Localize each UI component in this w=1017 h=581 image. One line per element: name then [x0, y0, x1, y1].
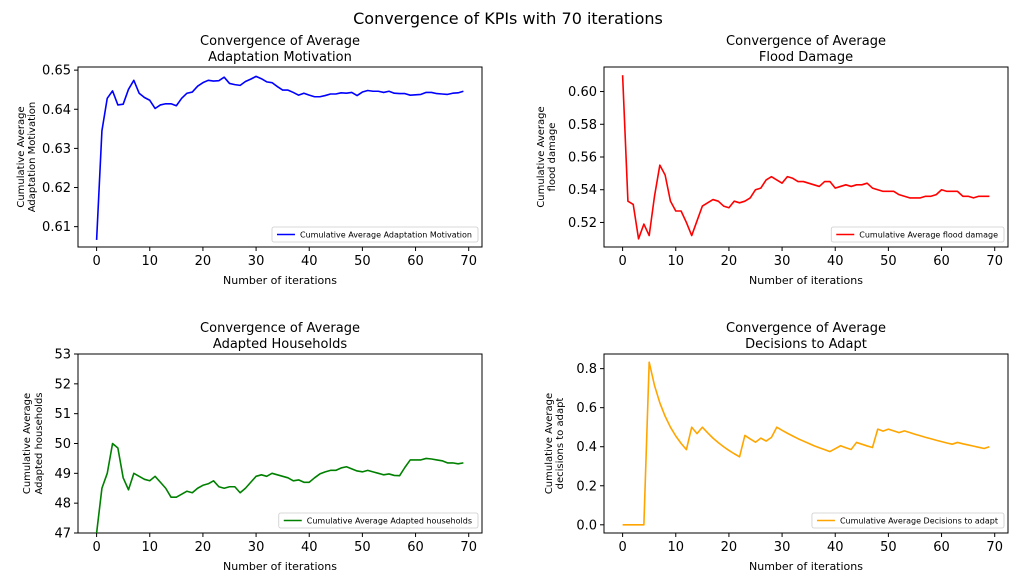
x-tick-label: 10 — [667, 540, 684, 555]
x-tick-label: 10 — [141, 540, 158, 555]
x-tick-label: 70 — [460, 540, 477, 555]
x-tick-label: 50 — [354, 254, 371, 269]
x-tick-label: 20 — [721, 254, 738, 269]
y-tick-label: 0.56 — [568, 151, 597, 166]
chart-title-line: Adaptation Motivation — [208, 50, 352, 65]
series-line-1 — [623, 75, 990, 239]
x-tick-label: 10 — [667, 254, 684, 269]
x-tick-label: 70 — [986, 254, 1003, 269]
x-tick-label: 30 — [774, 254, 791, 269]
y-tick-label: 0.61 — [42, 220, 71, 235]
x-tick-label: 0 — [618, 540, 626, 555]
x-tick-label: 60 — [407, 254, 424, 269]
chart-title-line: Adapted Households — [213, 337, 347, 352]
y-tick-label: 50 — [54, 437, 71, 452]
legend-entry: Cumulative Average Adaptation Motivation — [300, 231, 472, 240]
y-axis-label-line: Cumulative Average — [544, 393, 555, 494]
legend: Cumulative Average Adapted households — [279, 513, 478, 528]
series-line-1 — [623, 362, 990, 525]
x-tick-label: 50 — [880, 254, 897, 269]
y-tick-label: 0.62 — [42, 181, 71, 196]
x-axis-label: Number of iterations — [749, 560, 863, 573]
chart-title-line: Convergence of Average — [726, 34, 886, 49]
x-tick-label: 50 — [354, 540, 371, 555]
legend: Cumulative Average Adaptation Motivation — [272, 227, 478, 242]
y-axis-label-line: Cumulative Average — [536, 106, 547, 207]
y-axis-label-line: Adaptation Motivation — [27, 102, 38, 213]
x-tick-label: 40 — [301, 540, 318, 555]
y-tick-label: 0.8 — [576, 362, 597, 377]
y-tick-label: 0.58 — [568, 118, 597, 133]
chart-title-line: Decisions to Adapt — [745, 337, 867, 352]
y-tick-label: 53 — [54, 348, 71, 363]
legend: Cumulative Average Decisions to adapt — [812, 513, 1004, 528]
plot-frame — [78, 354, 482, 533]
x-tick-label: 60 — [407, 540, 424, 555]
x-tick-label: 20 — [195, 254, 212, 269]
y-tick-label: 47 — [54, 527, 71, 542]
y-axis-label-line: decisions to adapt — [555, 398, 566, 490]
x-axis-label: Number of iterations — [223, 560, 337, 573]
y-axis-label-line: flood damage — [547, 123, 558, 192]
x-tick-label: 20 — [195, 540, 212, 555]
x-tick-label: 70 — [986, 540, 1003, 555]
y-tick-label: 0.0 — [576, 518, 597, 533]
chart-title-line: Convergence of Average — [200, 321, 360, 336]
x-axis-label: Number of iterations — [749, 274, 863, 287]
x-tick-label: 0 — [92, 540, 100, 555]
x-tick-label: 30 — [248, 540, 265, 555]
y-tick-label: 0.60 — [568, 85, 597, 100]
y-axis-label-line: Cumulative Average — [16, 106, 27, 207]
y-tick-label: 49 — [54, 467, 71, 482]
x-tick-label: 40 — [827, 540, 844, 555]
chart-title-line: Convergence of Average — [726, 321, 886, 336]
y-tick-label: 0.6 — [576, 401, 597, 416]
x-tick-label: 50 — [880, 540, 897, 555]
chart-title-line: Convergence of Average — [200, 34, 360, 49]
chart-title-line: Flood Damage — [759, 50, 853, 65]
y-tick-label: 51 — [54, 407, 71, 422]
x-tick-label: 30 — [248, 254, 265, 269]
y-tick-label: 0.64 — [42, 103, 71, 118]
y-tick-label: 0.65 — [42, 64, 71, 79]
y-tick-label: 48 — [54, 497, 71, 512]
y-tick-label: 0.4 — [576, 440, 597, 455]
y-axis-label-line: Adapted households — [34, 392, 45, 494]
legend-entry: Cumulative Average Adapted households — [307, 517, 472, 526]
x-tick-label: 40 — [827, 254, 844, 269]
x-tick-label: 0 — [618, 254, 626, 269]
y-tick-label: 0.2 — [576, 479, 597, 494]
series-line-1 — [97, 76, 464, 240]
y-tick-label: 0.63 — [42, 142, 71, 157]
x-tick-label: 10 — [141, 254, 158, 269]
plot-frame — [604, 67, 1008, 247]
x-tick-label: 0 — [92, 254, 100, 269]
y-tick-label: 0.54 — [568, 183, 597, 198]
figure-suptitle: Convergence of KPIs with 70 iterations — [353, 9, 663, 28]
x-tick-label: 60 — [933, 254, 950, 269]
x-tick-label: 70 — [460, 254, 477, 269]
y-tick-label: 52 — [54, 377, 71, 392]
x-axis-label: Number of iterations — [223, 274, 337, 287]
x-tick-label: 30 — [774, 540, 791, 555]
y-tick-label: 0.52 — [568, 216, 597, 231]
legend-entry: Cumulative Average Decisions to adapt — [840, 517, 998, 526]
legend-entry: Cumulative Average flood damage — [859, 231, 998, 240]
x-tick-label: 40 — [301, 254, 318, 269]
x-tick-label: 60 — [933, 540, 950, 555]
y-axis-label-line: Cumulative Average — [22, 393, 33, 494]
x-tick-label: 20 — [721, 540, 738, 555]
legend: Cumulative Average flood damage — [831, 227, 1004, 242]
